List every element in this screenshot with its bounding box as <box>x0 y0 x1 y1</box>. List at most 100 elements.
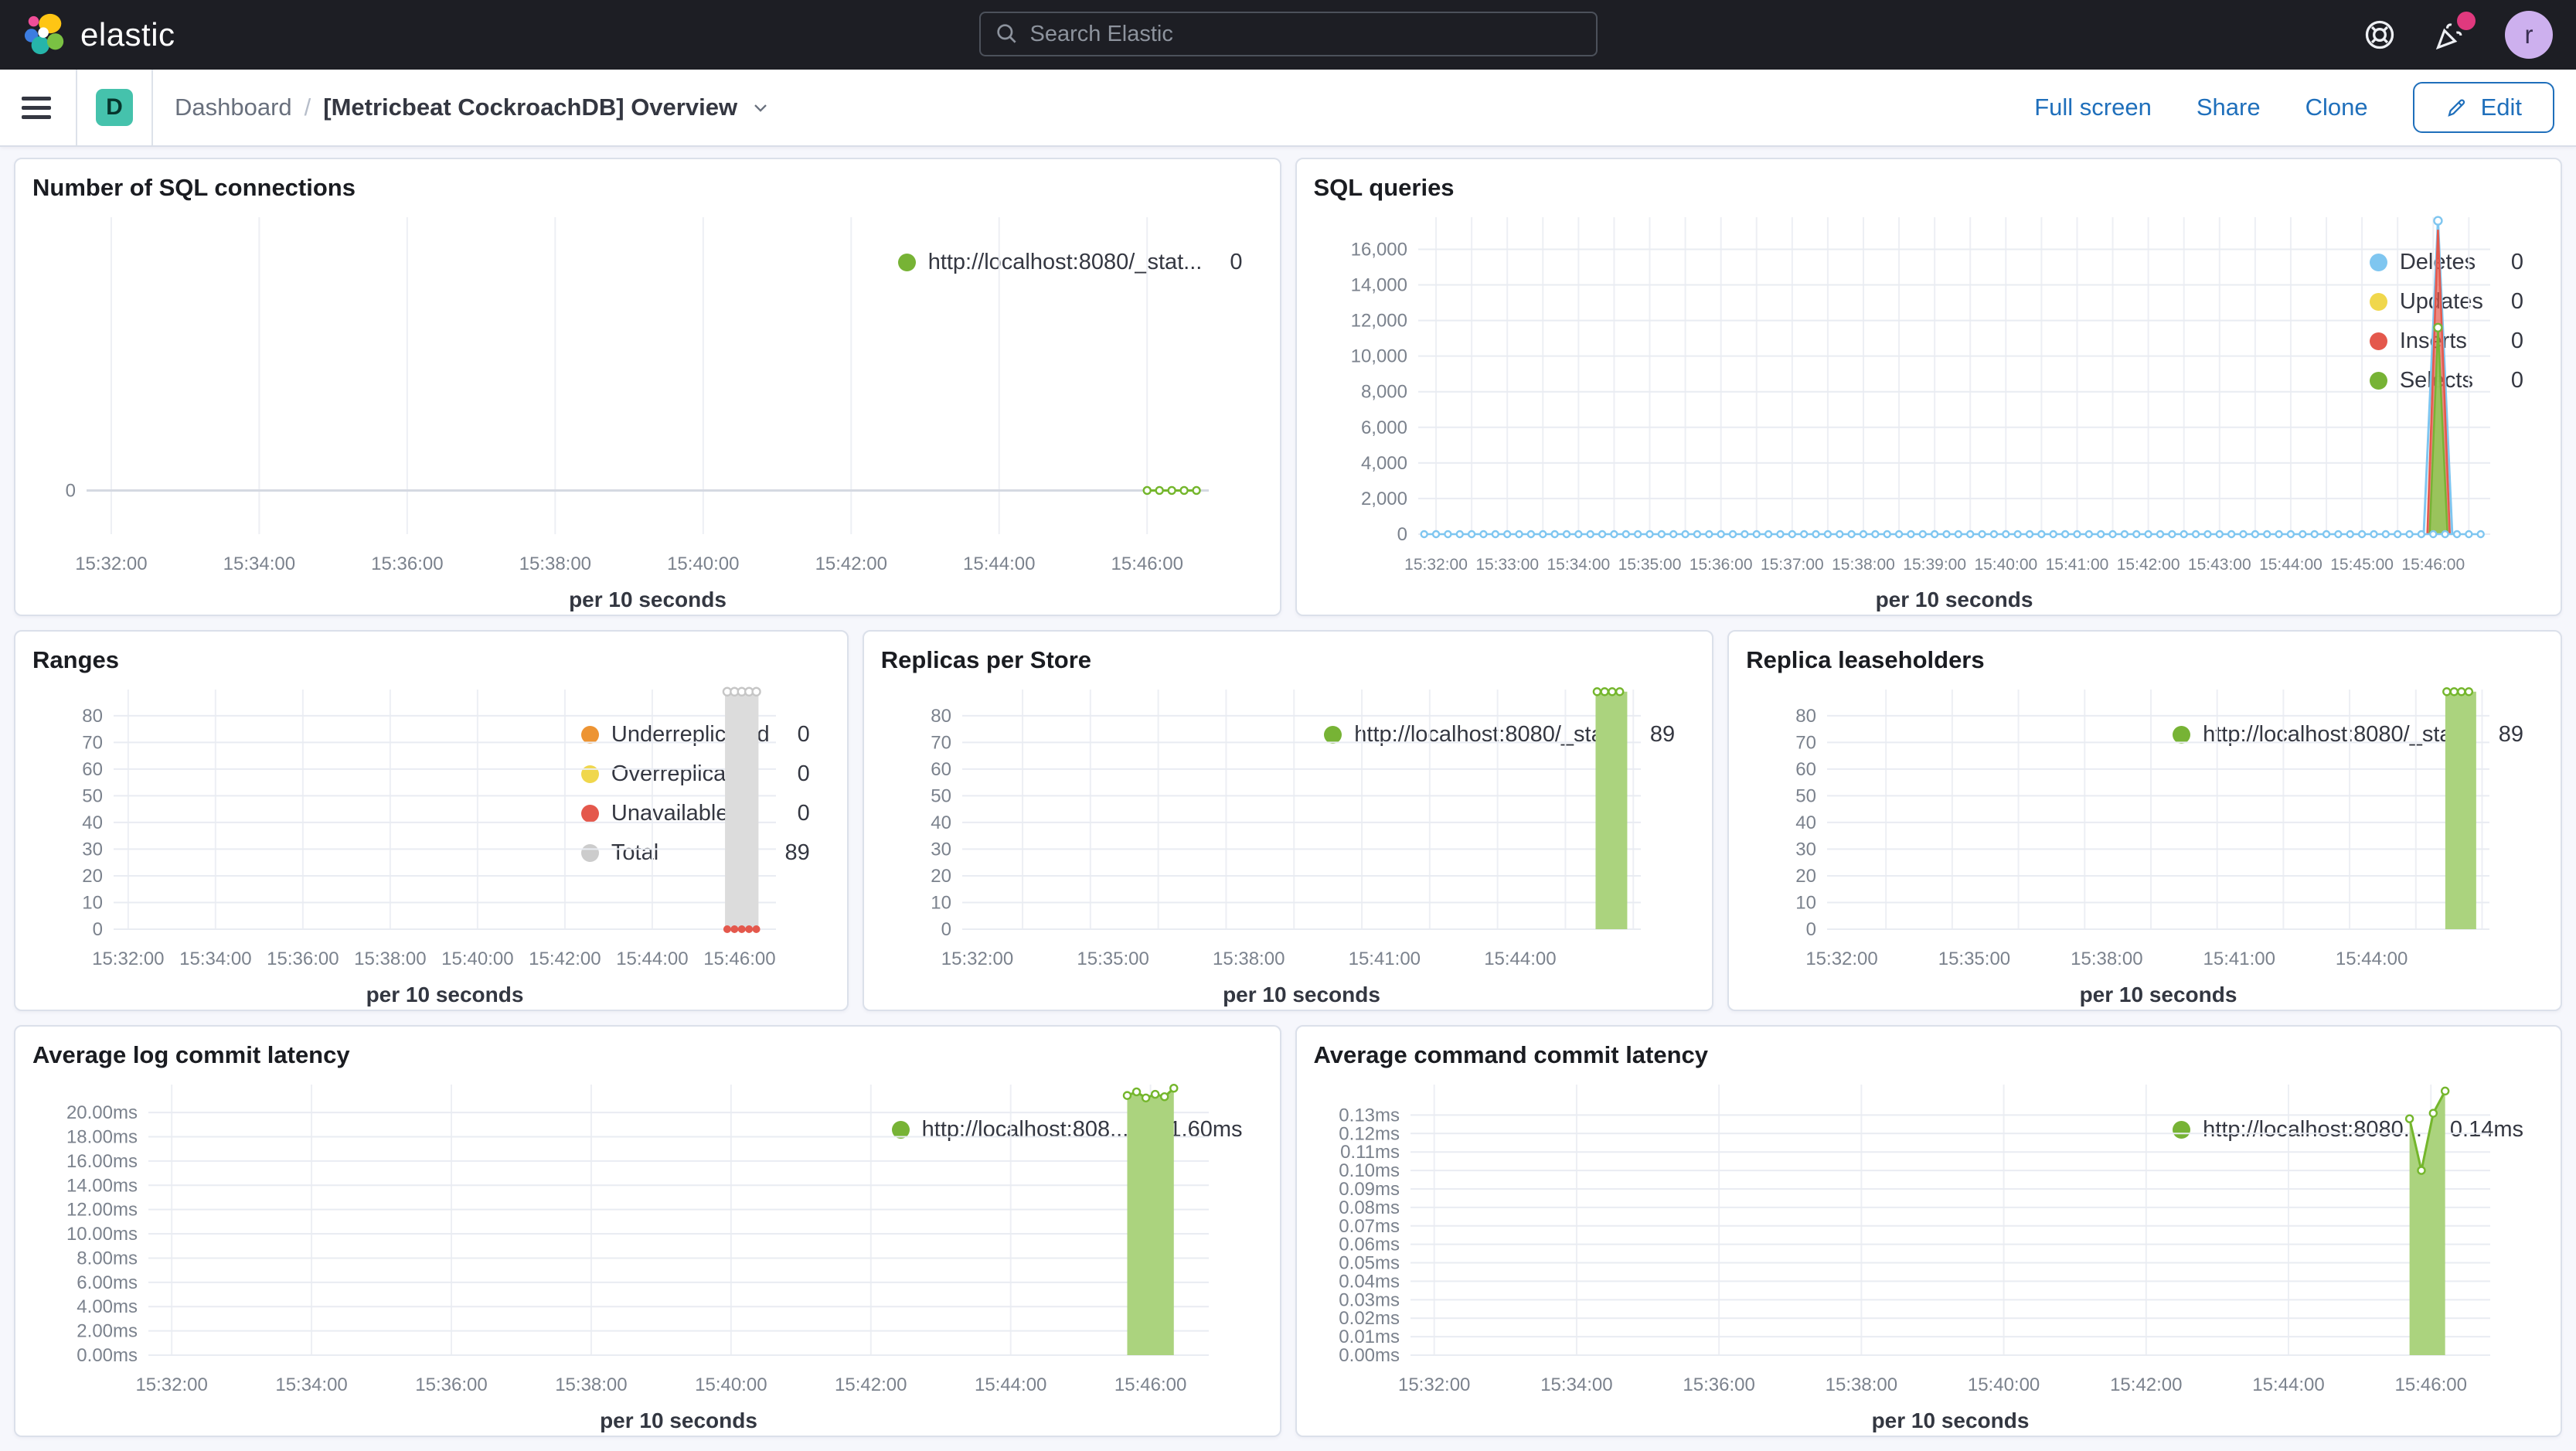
help-button[interactable] <box>2363 18 2397 52</box>
svg-text:10,000: 10,000 <box>1350 346 1407 367</box>
legend-label: Unavailable <box>611 801 729 826</box>
svg-text:0.01ms: 0.01ms <box>1339 1327 1400 1347</box>
svg-text:10.00ms: 10.00ms <box>66 1224 138 1245</box>
global-header: elastic r <box>0 0 2576 70</box>
breadcrumb-dashboard-link[interactable]: Dashboard <box>175 94 292 121</box>
svg-text:70: 70 <box>931 733 951 754</box>
chart-canvas[interactable]: 15:32:00 15:34:00 15:36:00 15:38:00 15:40:00… <box>32 1069 1209 1432</box>
notification-dot <box>2457 12 2476 30</box>
panel-average-command-commit-latency: Average command commit latency 15:32:00 1… <box>1295 1025 2562 1437</box>
news-button[interactable] <box>2434 12 2476 52</box>
svg-text:20.00ms: 20.00ms <box>66 1102 138 1123</box>
svg-text:15:42:00: 15:42:00 <box>2116 556 2180 574</box>
svg-text:15:44:00: 15:44:00 <box>1484 949 1556 969</box>
dashboard-app-badge[interactable]: D <box>96 89 133 126</box>
chart-canvas[interactable]: 15:32:00 15:35:00 15:38:00 15:41:00 15:44:00… <box>1746 674 2490 1007</box>
legend-item[interactable]: http://localhost:8080... 0.14ms <box>2173 1117 2523 1143</box>
svg-text:0.12ms: 0.12ms <box>1339 1123 1400 1144</box>
chart-canvas[interactable]: 15:32:00 15:34:00 15:36:00 15:38:00 15:40:00… <box>32 674 776 1007</box>
avatar[interactable]: r <box>2505 11 2553 59</box>
svg-text:15:37:00: 15:37:00 <box>1760 556 1823 574</box>
svg-text:15:34:00: 15:34:00 <box>1540 1374 1612 1395</box>
title-menu-toggle[interactable] <box>750 97 771 118</box>
svg-text:15:41:00: 15:41:00 <box>2045 556 2108 574</box>
search-input[interactable] <box>1029 21 1582 47</box>
legend-value: 0 <box>2510 329 2523 354</box>
svg-text:4,000: 4,000 <box>1360 453 1407 474</box>
legend-dot <box>2369 254 2387 272</box>
legend-dot <box>2369 293 2387 312</box>
svg-text:40: 40 <box>931 812 951 833</box>
svg-text:0.08ms: 0.08ms <box>1339 1197 1400 1218</box>
brand-name: elastic <box>80 16 175 53</box>
svg-text:12.00ms: 12.00ms <box>66 1200 138 1221</box>
legend-dot <box>580 805 599 823</box>
legend-dot <box>897 254 916 272</box>
edit-button[interactable]: Edit <box>2412 82 2554 133</box>
svg-text:0.00ms: 0.00ms <box>1339 1345 1400 1366</box>
svg-text:16.00ms: 16.00ms <box>66 1151 138 1172</box>
menu-button[interactable] <box>22 96 51 119</box>
svg-text:0: 0 <box>66 481 76 502</box>
svg-text:0.00ms: 0.00ms <box>77 1345 138 1366</box>
svg-text:15:39:00: 15:39:00 <box>1903 556 1966 574</box>
svg-text:15:35:00: 15:35:00 <box>1938 949 2010 969</box>
panel-title[interactable]: Replica leaseholders <box>1746 646 1985 673</box>
panel-title[interactable]: Average log commit latency <box>32 1041 350 1068</box>
chart-canvas[interactable]: 15:32:00 15:34:00 15:36:00 15:38:00 15:40:00… <box>1314 1069 2490 1432</box>
svg-text:2.00ms: 2.00ms <box>77 1321 138 1342</box>
svg-text:15:33:00: 15:33:00 <box>1475 556 1539 574</box>
svg-text:2,000: 2,000 <box>1360 489 1407 509</box>
panel-title[interactable]: SQL queries <box>1313 174 1455 201</box>
panel-title[interactable]: Replicas per Store <box>880 646 1092 673</box>
svg-text:10: 10 <box>1795 893 1816 914</box>
legend-item[interactable]: http://localhost:8080/_stat... 0 <box>897 250 1243 275</box>
svg-text:15:46:00: 15:46:00 <box>1114 1374 1186 1395</box>
svg-text:0.02ms: 0.02ms <box>1339 1308 1400 1329</box>
full-screen-button[interactable]: Full screen <box>2034 94 2152 121</box>
chart-canvas[interactable]: 15:32:00 15:33:00 15:34:00 15:35:00 15:36:00… <box>1314 202 2490 611</box>
svg-text:15:46:00: 15:46:00 <box>1111 553 1183 574</box>
svg-text:10: 10 <box>82 893 103 914</box>
panel-title[interactable]: Ranges <box>32 646 119 673</box>
svg-text:30: 30 <box>82 840 103 860</box>
svg-text:15:34:00: 15:34:00 <box>1547 556 1610 574</box>
legend-value: 0 <box>797 801 810 826</box>
svg-text:20: 20 <box>82 866 103 887</box>
page-title[interactable]: [Metricbeat CockroachDB] Overview <box>323 94 738 121</box>
svg-text:16,000: 16,000 <box>1350 240 1407 261</box>
svg-text:18.00ms: 18.00ms <box>66 1127 138 1148</box>
svg-text:per 10 seconds: per 10 seconds <box>1223 983 1380 1007</box>
svg-text:60: 60 <box>1795 759 1816 780</box>
chart-canvas[interactable]: 15:32:00 15:35:00 15:38:00 15:41:00 15:44:00… <box>881 674 1641 1007</box>
svg-text:6.00ms: 6.00ms <box>77 1272 138 1293</box>
svg-text:20: 20 <box>931 866 951 887</box>
panel-title[interactable]: Number of SQL connections <box>32 174 356 201</box>
panel-title[interactable]: Average command commit latency <box>1313 1041 1709 1068</box>
svg-text:15:32:00: 15:32:00 <box>1806 949 1878 969</box>
share-button[interactable]: Share <box>2196 94 2261 121</box>
legend-value: 0 <box>1230 250 1243 275</box>
svg-text:15:36:00: 15:36:00 <box>1683 1374 1754 1395</box>
breadcrumb: Dashboard / [Metricbeat CockroachDB] Ove… <box>175 94 771 121</box>
svg-text:40: 40 <box>82 812 103 833</box>
elastic-logo <box>24 13 64 55</box>
brand[interactable]: elastic <box>23 12 175 57</box>
svg-text:15:46:00: 15:46:00 <box>2394 1374 2466 1395</box>
svg-text:15:32:00: 15:32:00 <box>135 1374 207 1395</box>
svg-text:8,000: 8,000 <box>1360 382 1407 403</box>
svg-text:0.11ms: 0.11ms <box>1340 1142 1400 1163</box>
legend-label: Total <box>611 840 659 866</box>
svg-text:15:38:00: 15:38:00 <box>519 553 591 574</box>
global-search[interactable] <box>978 12 1598 56</box>
chart-canvas[interactable]: 15:32:00 15:34:00 15:36:00 15:38:00 15:40:00… <box>32 202 1209 611</box>
svg-text:0: 0 <box>1806 919 1816 940</box>
svg-text:50: 50 <box>931 786 951 807</box>
svg-text:15:40:00: 15:40:00 <box>1967 1374 2039 1395</box>
svg-text:per 10 seconds: per 10 seconds <box>569 588 727 611</box>
svg-text:60: 60 <box>82 759 103 780</box>
clone-button[interactable]: Clone <box>2305 94 2368 121</box>
svg-text:15:32:00: 15:32:00 <box>1397 1374 1469 1395</box>
legend-item[interactable]: Unavailable 0 <box>580 801 810 826</box>
svg-text:15:41:00: 15:41:00 <box>2203 949 2275 969</box>
